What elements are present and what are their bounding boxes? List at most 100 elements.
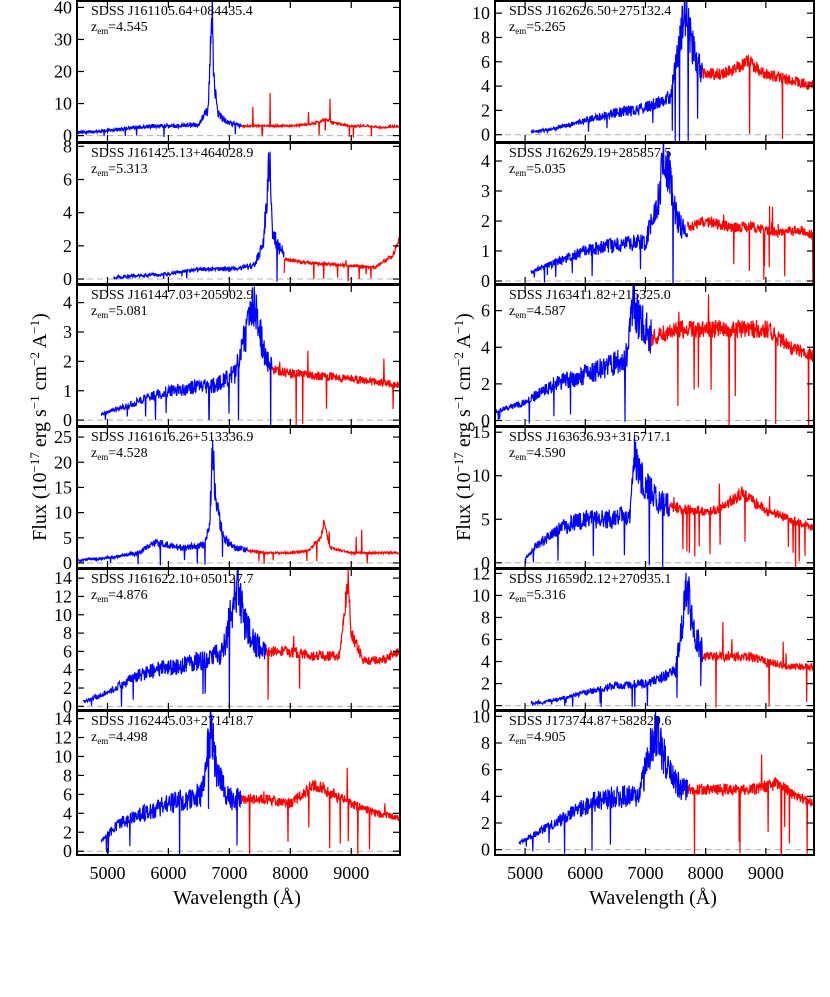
- red-spectrum-line: [240, 92, 400, 138]
- y-tick-label: 10: [472, 585, 490, 605]
- y-tick-label: 4: [481, 151, 490, 171]
- object-name-label: SDSS J161425.13+464028.9: [91, 146, 253, 161]
- x-tick-label: 5000: [507, 863, 543, 883]
- y-tick-label: 0: [63, 553, 72, 573]
- redshift-label: zem=4.876: [91, 588, 148, 604]
- y-tick-label: 15: [54, 477, 72, 497]
- red-spectrum-line: [702, 621, 814, 708]
- y-tick-label: 3: [481, 181, 490, 201]
- blue-spectrum-line: [530, 143, 689, 284]
- panel-frame: [76, 710, 401, 856]
- object-name-label: SDSS J162626.50+275132.4: [509, 4, 671, 19]
- object-name-label: SDSS J163411.82+215325.0: [509, 288, 671, 303]
- y-tick-label: 8: [481, 607, 490, 627]
- y-tick-label: 8: [63, 765, 72, 785]
- y-tick-label: 6: [481, 760, 490, 780]
- redshift-label: zem=4.590: [509, 446, 566, 462]
- object-name-label: SDSS J163636.93+315717.1: [509, 430, 671, 445]
- y-tick-label: 2: [63, 236, 72, 256]
- y-tick-label: 5: [63, 528, 72, 548]
- y-tick-label: 8: [63, 136, 72, 156]
- red-spectrum-line: [240, 767, 400, 855]
- object-name-label: SDSS J162629.19+285857.5: [509, 146, 671, 161]
- y-tick-label: 0: [481, 271, 490, 291]
- blue-spectrum-line: [530, 572, 704, 707]
- red-spectrum-line: [283, 235, 400, 282]
- y-tick-label: 1: [481, 241, 490, 261]
- y-tick-label: 6: [63, 641, 72, 661]
- y-tick-label: 2: [481, 813, 490, 833]
- red-spectrum-line: [668, 483, 814, 568]
- y-tick-label: 4: [63, 660, 72, 680]
- y-tick-label: 1: [63, 381, 72, 401]
- object-name-label: SDSS J165902.12+270935.1: [509, 572, 671, 587]
- y-tick-label: 6: [63, 784, 72, 804]
- y-tick-label: 2: [481, 100, 490, 120]
- y-tick-label: 4: [481, 76, 490, 96]
- spectrum-panel: 0 5 10 15 20 25 SDSS J161616.26+513336.9zem=4.…: [54, 426, 401, 573]
- object-name-label: SDSS J161622.10+050127.7: [91, 572, 253, 587]
- object-name-label: SDSS J173744.87+582829.6: [509, 714, 671, 729]
- redshift-label: zem=4.498: [91, 730, 148, 746]
- blue-spectrum-line: [113, 151, 285, 282]
- y-tick-label: 2: [63, 351, 72, 371]
- object-name-label: SDSS J161447.03+205902.9: [91, 288, 253, 303]
- y-tick-label: 10: [54, 503, 72, 523]
- y-axis-label-right: Flux (10−17 erg s−1 cm−2 A−1): [451, 313, 475, 541]
- y-tick-label: 6: [481, 301, 490, 321]
- red-spectrum-line: [265, 569, 400, 700]
- spectrum-panel: 0 2 4 6 8 10 5000 6000 7000 8000 9000 SDSS J173744.…: [472, 706, 815, 883]
- x-tick-label: 6000: [567, 863, 603, 883]
- y-tick-label: 0: [481, 411, 490, 431]
- x-tick-label: 8000: [688, 863, 724, 883]
- y-tick-label: 10: [472, 706, 490, 726]
- y-tick-label: 3: [63, 322, 72, 342]
- y-tick-label: 0: [63, 696, 72, 716]
- y-tick-label: 0: [63, 126, 72, 146]
- x-tick-label: 5000: [89, 863, 125, 883]
- y-tick-label: 2: [63, 678, 72, 698]
- redshift-label: zem=4.545: [91, 20, 148, 36]
- y-tick-label: 25: [54, 427, 72, 447]
- y-tick-label: 5: [481, 509, 490, 529]
- blue-spectrum-line: [77, 1, 243, 138]
- red-spectrum-line: [650, 294, 814, 426]
- y-tick-label: 4: [63, 293, 72, 313]
- x-tick-label: 7000: [627, 863, 663, 883]
- y-tick-label: 20: [54, 452, 72, 472]
- red-spectrum-line: [687, 205, 814, 284]
- blue-spectrum-line: [77, 439, 248, 566]
- y-tick-label: 40: [54, 0, 72, 17]
- redshift-label: zem=5.316: [509, 588, 566, 604]
- y-tick-label: 0: [481, 125, 490, 145]
- redshift-label: zem=5.313: [91, 162, 148, 178]
- y-tick-label: 14: [54, 709, 72, 729]
- object-name-label: SDSS J161616.26+513336.9: [91, 430, 253, 445]
- redshift-label: zem=4.587: [509, 304, 566, 320]
- y-tick-label: 10: [472, 466, 490, 486]
- x-tick-label: 7000: [211, 863, 247, 883]
- y-tick-label: 0: [63, 410, 72, 430]
- object-name-label: SDSS J161105.64+084435.4: [91, 4, 253, 19]
- redshift-label: zem=5.265: [509, 20, 566, 36]
- y-tick-label: 0: [63, 841, 72, 861]
- blue-spectrum-line: [82, 569, 267, 709]
- y-tick-label: 30: [54, 29, 72, 49]
- blue-spectrum-line: [518, 711, 688, 854]
- red-spectrum-line: [247, 519, 400, 565]
- y-tick-label: 0: [481, 553, 490, 573]
- y-tick-label: 4: [481, 337, 490, 357]
- y-tick-label: 10: [54, 746, 72, 766]
- y-tick-label: 0: [481, 696, 490, 716]
- y-tick-label: 4: [481, 786, 490, 806]
- blue-spectrum-line: [100, 711, 242, 855]
- redshift-label: zem=5.035: [509, 162, 566, 178]
- object-name-label: SDSS J162445.03+271418.7: [91, 714, 253, 729]
